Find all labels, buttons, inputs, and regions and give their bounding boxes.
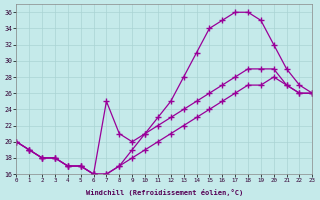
X-axis label: Windchill (Refroidissement éolien,°C): Windchill (Refroidissement éolien,°C) (86, 189, 243, 196)
